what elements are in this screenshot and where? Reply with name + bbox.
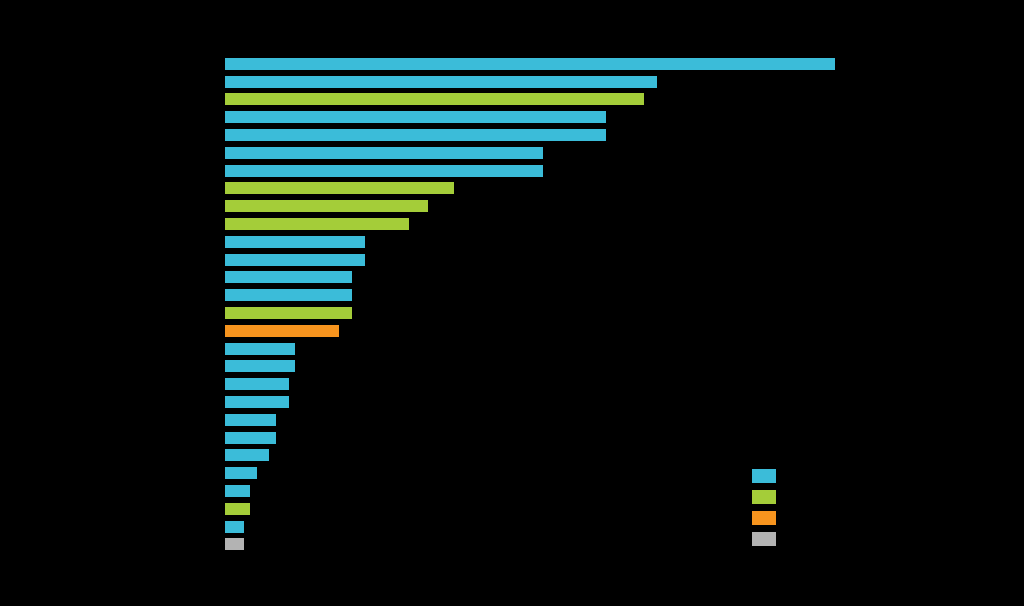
bar-row [225,91,860,109]
bar [225,396,289,408]
bar-row [225,304,860,322]
bar [225,503,250,515]
legend-item [752,465,932,486]
bar-row [225,286,860,304]
bar-row [225,180,860,198]
bar [225,111,606,123]
bar-row [225,358,860,376]
bar [225,432,276,444]
legend-item [752,528,932,549]
bar [225,378,289,390]
bar-row [225,429,860,447]
bar [225,165,543,177]
legend-item [752,507,932,528]
bar-row [225,144,860,162]
bar [225,307,352,319]
bar-row [225,322,860,340]
legend-swatch [752,490,776,504]
bar-row [225,233,860,251]
bar [225,254,365,266]
bar-row [225,447,860,465]
bar [225,325,339,337]
bar [225,360,295,372]
bar [225,58,835,70]
bar [225,538,244,550]
bar-row [225,197,860,215]
bar [225,271,352,283]
bar [225,93,644,105]
bar [225,343,295,355]
bar-row [225,340,860,358]
legend-swatch [752,469,776,483]
bar-row [225,411,860,429]
legend-item [752,486,932,507]
legend-swatch [752,511,776,525]
bar [225,129,606,141]
bar [225,147,543,159]
bar-row [225,375,860,393]
bar [225,521,244,533]
bar [225,467,257,479]
bar-row [225,269,860,287]
bar [225,414,276,426]
bar-row [225,393,860,411]
bar-row [225,126,860,144]
bar [225,76,657,88]
bar-row [225,215,860,233]
chart-legend [752,465,932,549]
bar-row [225,162,860,180]
bar-row [225,73,860,91]
bar [225,485,250,497]
bar [225,236,365,248]
bar [225,289,352,301]
bar [225,182,454,194]
bar-row [225,55,860,73]
bar-row [225,108,860,126]
legend-swatch [752,532,776,546]
bar [225,200,428,212]
bar [225,218,409,230]
bar-row [225,251,860,269]
bar [225,449,269,461]
